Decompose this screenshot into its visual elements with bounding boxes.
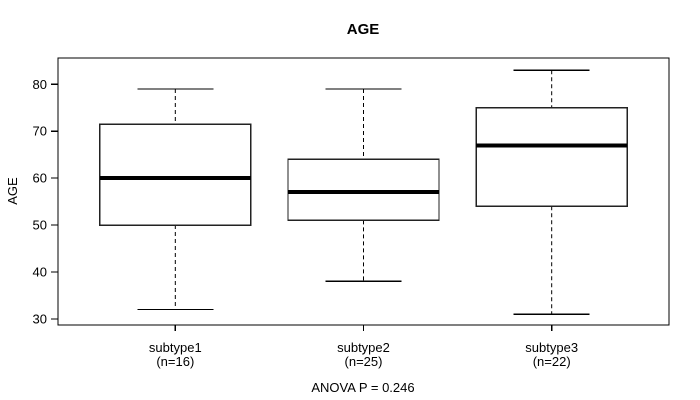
iqr-box [99, 123, 252, 226]
y-tick-label: 80 [33, 77, 47, 92]
x-category-label: subtype1 [149, 340, 202, 355]
y-tick-label: 70 [33, 124, 47, 139]
iqr-box [475, 107, 628, 207]
x-category-label: subtype2 [337, 340, 390, 355]
y-tick-label: 30 [33, 311, 47, 326]
x-category-sublabel: (n=25) [345, 354, 383, 369]
y-tick-label: 60 [33, 171, 47, 186]
x-category-label: subtype3 [525, 340, 578, 355]
iqr-box [287, 158, 440, 222]
y-tick-label: 50 [33, 218, 47, 233]
y-axis-label: AGE [5, 177, 20, 205]
y-tick-label: 40 [33, 264, 47, 279]
chart-title: AGE [347, 21, 380, 38]
x-category-sublabel: (n=22) [533, 354, 571, 369]
x-category-sublabel: (n=16) [156, 354, 194, 369]
plot-layer: 30 40 50 60 70 80 subtype1(n=16) subtype2(n=25)… [33, 69, 628, 369]
anova-annotation: ANOVA P = 0.246 [311, 380, 414, 395]
